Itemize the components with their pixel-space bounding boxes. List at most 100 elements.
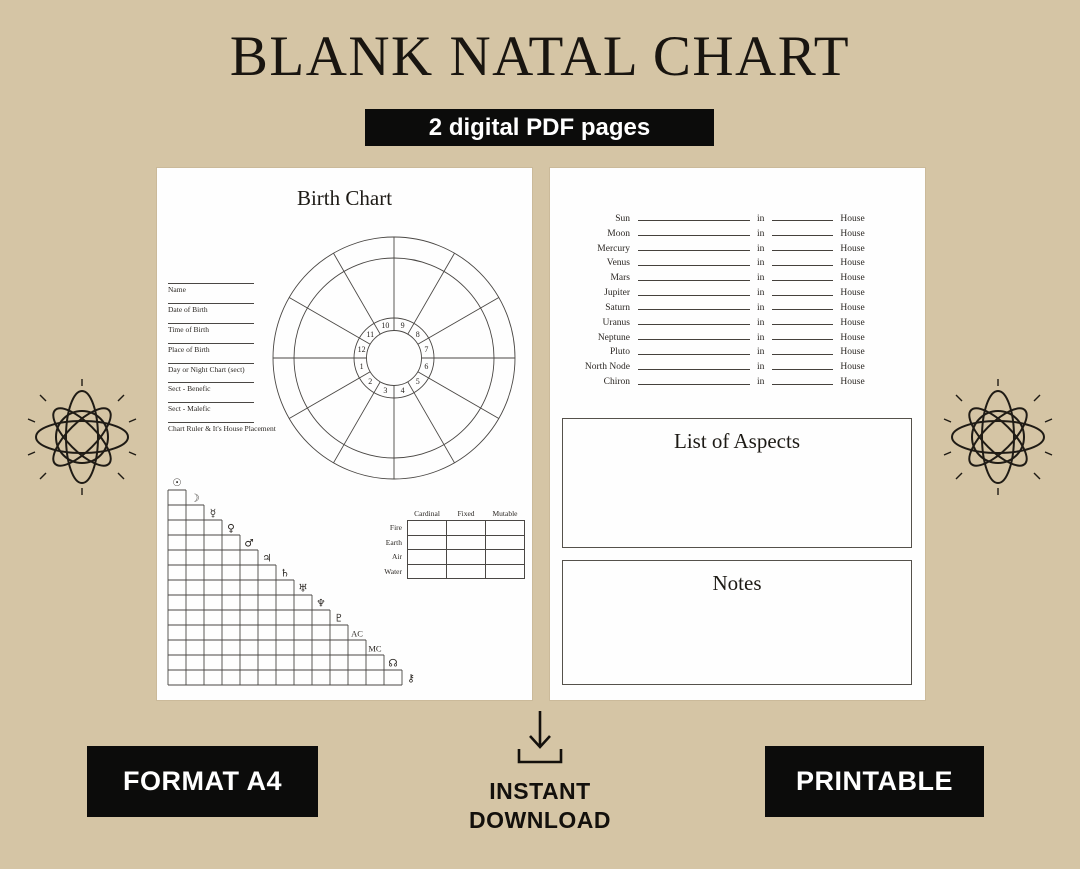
connector-text: in (757, 317, 765, 328)
printable-badge: PRINTABLE (765, 746, 984, 817)
house-blank-line (772, 322, 834, 326)
birth-form-field: Name (168, 283, 254, 303)
house-number: 2 (368, 377, 372, 386)
house-cusp-line (417, 371, 500, 419)
column-header: Cardinal (414, 509, 440, 518)
sign-blank-line (638, 218, 750, 222)
download-icon (517, 711, 563, 764)
notes-box-title: Notes (712, 571, 762, 595)
birth-chart-title: Birth Chart (296, 186, 393, 210)
empty-cell (446, 534, 486, 551)
house-cusp-line (407, 252, 455, 335)
house-blank-line (772, 263, 834, 266)
planet-name: Venus (606, 258, 630, 269)
atom-ornament-icon (27, 379, 137, 495)
empty-cell (446, 549, 486, 565)
notes-box: Notes (562, 560, 912, 685)
house-number: 7 (424, 345, 428, 354)
row-header: Air (392, 552, 402, 562)
format-a4-badge: FORMAT A4 (87, 746, 318, 817)
page-placements: Sun in House Moon in House Mercury in House Venus… (550, 168, 925, 700)
planet-name: Pluto (609, 347, 630, 358)
empty-cell (485, 534, 525, 551)
table-row: Air (356, 549, 525, 565)
planet-glyph-ascendant: AC (351, 629, 363, 639)
house-number: 11 (366, 330, 374, 339)
empty-cell (407, 549, 447, 565)
sign-blank-line (638, 367, 750, 370)
planet-glyph-moon: ☽ (190, 493, 199, 505)
row-header: Fire (389, 523, 402, 533)
planet-name: North Node (584, 362, 630, 373)
ornament-rays (943, 379, 1053, 495)
table-corner (356, 505, 408, 521)
connector-text: in (757, 288, 765, 299)
field-label: Day or Night Chart (sect) (168, 364, 245, 374)
connector-text: in (757, 258, 765, 269)
sign-blank-line (638, 278, 750, 281)
house-cusp-line (288, 297, 371, 345)
sign-blank-line (638, 293, 750, 296)
sign-blank-line (638, 233, 750, 237)
placement-row: Neptune in House (550, 328, 925, 343)
empty-cell (407, 520, 447, 536)
house-text: House (840, 377, 865, 388)
planet-name: Mars (610, 273, 630, 284)
main-title: BLANK NATAL CHART (229, 25, 851, 88)
placement-row: Venus in House (550, 254, 925, 269)
placements-list: Sun in House Moon in House Mercury in House Venus… (550, 209, 925, 387)
connector-text: in (757, 213, 765, 224)
empty-cell (446, 563, 486, 580)
house-text: House (840, 362, 865, 373)
house-number: 6 (424, 362, 428, 371)
field-label: Time of Birth (168, 324, 209, 334)
row-header: Earth (385, 537, 402, 547)
column-header: Mutable (492, 509, 518, 518)
atom-ornament-icon (943, 379, 1053, 495)
ornament-rays (27, 379, 137, 495)
house-cusp-line (333, 381, 381, 464)
placement-row: Saturn in House (550, 298, 925, 313)
house-blank-line (772, 278, 834, 281)
house-cusp-line (333, 252, 381, 335)
birth-form-field: Sect - Benefic (168, 382, 254, 402)
empty-cell (407, 563, 447, 580)
placement-row: Mercury in House (550, 239, 925, 254)
planet-glyph-mars: ♂ (244, 538, 253, 550)
connector-text: in (757, 332, 765, 343)
pdf-pages-badge: 2 digital PDF pages (365, 109, 714, 146)
connector-text: in (757, 377, 765, 388)
planet-name: Neptune (597, 332, 630, 343)
aspects-box-title: List of Aspects (674, 429, 800, 453)
sign-blank-line (638, 307, 750, 311)
placement-row: North Node in House (550, 357, 925, 372)
house-text: House (840, 347, 865, 358)
connector-text: in (757, 362, 765, 373)
page-birth-chart: Birth Chart 1 2 3 4 5 6 7 8 9 10 11 12 Name Date of … (157, 168, 532, 700)
empty-cell (407, 534, 447, 551)
placement-row: Moon in House (550, 224, 925, 239)
planet-name: Mercury (597, 243, 630, 254)
house-cusp-line (407, 381, 455, 464)
house-number: 10 (381, 321, 389, 330)
connector-text: in (757, 347, 765, 358)
empty-cell (485, 549, 525, 565)
field-label: Sect - Malefic (168, 404, 211, 414)
birth-form-field: Chart Ruler & It's House Placement (168, 422, 276, 442)
house-text: House (840, 317, 865, 328)
planet-glyph-sun: ☉ (172, 478, 181, 489)
placement-row: Jupiter in House (550, 283, 925, 298)
sign-blank-line (638, 248, 750, 252)
placement-row: Chiron in House (550, 372, 925, 387)
placement-row: Mars in House (550, 268, 925, 283)
house-number: 12 (358, 345, 366, 354)
instant-download-label: INSTANT DOWNLOAD (469, 778, 611, 833)
house-blank-line (772, 218, 834, 222)
wheel-ring (366, 330, 422, 386)
house-number: 4 (401, 386, 405, 395)
planet-glyph-mercury: ☿ (210, 508, 216, 520)
row-header: Water (384, 567, 402, 577)
field-label: Sect - Benefic (168, 384, 211, 394)
